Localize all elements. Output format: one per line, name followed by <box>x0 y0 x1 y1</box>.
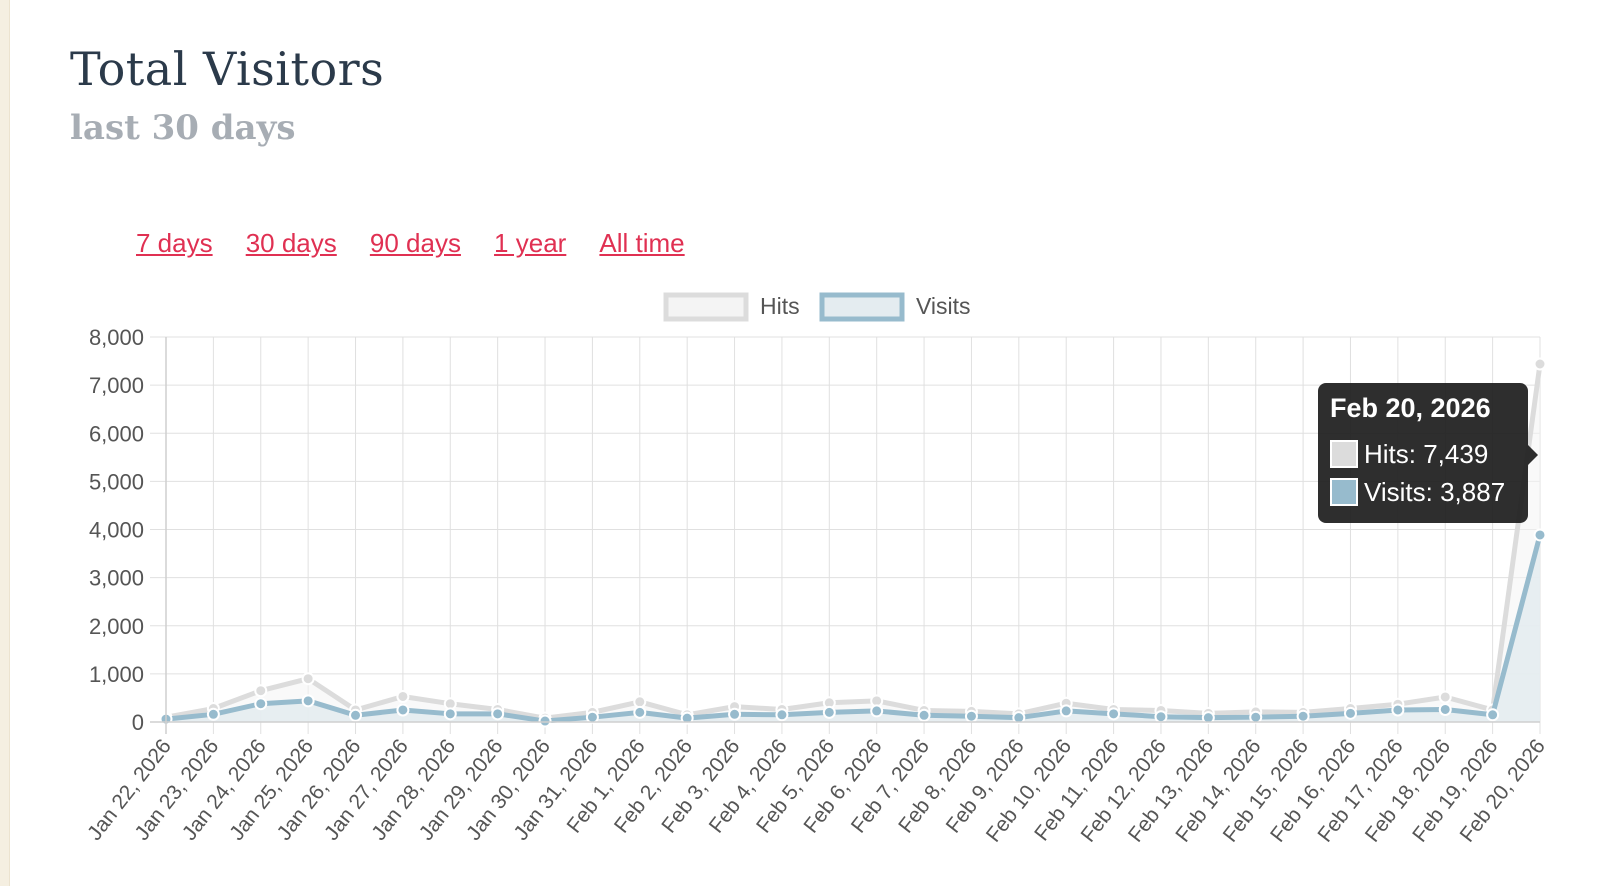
visits-point <box>633 705 647 719</box>
visits-point <box>1438 702 1452 716</box>
visits-point <box>964 709 978 723</box>
hits-point <box>1438 690 1452 704</box>
y-tick-label: 8,000 <box>89 325 144 350</box>
page-subtitle: last 30 days <box>70 108 296 148</box>
visits-point <box>254 697 268 711</box>
hits-line <box>165 363 1543 721</box>
legend-hits-label: Hits <box>760 293 800 319</box>
visits-point <box>775 708 789 722</box>
visits-point <box>443 707 457 721</box>
visits-point <box>1486 708 1500 722</box>
visits-point <box>1201 711 1215 725</box>
hits-swatch <box>1330 440 1358 468</box>
y-tick-label: 5,000 <box>89 469 144 494</box>
y-tick-label: 6,000 <box>89 421 144 446</box>
y-tick-label: 2,000 <box>89 614 144 639</box>
legend-visits-swatch <box>819 292 905 322</box>
visits-line <box>165 534 1543 724</box>
legend-visits-label: Visits <box>916 293 971 319</box>
chart-series <box>159 357 1547 728</box>
hits-point <box>1533 357 1547 371</box>
tooltip-visits-value: Visits: 3,887 <box>1364 477 1506 507</box>
visits-point <box>206 707 220 721</box>
tooltip-visits-row: Visits: 3,887 <box>1330 477 1505 508</box>
hits-area <box>166 363 1540 722</box>
chart-tooltip: Feb 20, 2026 Hits: 7,439 Visits: 3,887 <box>1318 383 1538 523</box>
tooltip-title: Feb 20, 2026 <box>1330 393 1491 423</box>
tooltip-hits-row: Hits: 7,439 <box>1330 439 1488 470</box>
visits-point <box>1533 528 1547 542</box>
hits-point <box>633 695 647 709</box>
range-link-1-year[interactable]: 1 year <box>494 228 567 258</box>
tooltip-hits-value: Hits: 7,439 <box>1364 439 1489 469</box>
hits-point <box>254 684 268 698</box>
visits-point <box>538 714 552 728</box>
visits-point <box>349 708 363 722</box>
range-link-30-days[interactable]: 30 days <box>245 228 337 258</box>
visits-point <box>680 711 694 725</box>
visits-point <box>1154 710 1168 724</box>
y-tick-label: 0 <box>132 710 144 735</box>
page-title: Total Visitors <box>70 42 385 96</box>
hits-point <box>301 672 315 686</box>
visits-point <box>396 703 410 717</box>
visits-point <box>301 694 315 708</box>
visits-point <box>1012 711 1026 725</box>
visits-point <box>728 707 742 721</box>
y-tick-label: 3,000 <box>89 566 144 591</box>
visits-swatch <box>1330 478 1358 506</box>
range-selector: 7 days 30 days 90 days 1 year All time <box>136 228 713 259</box>
range-link-90-days[interactable]: 90 days <box>369 228 461 258</box>
visits-point <box>491 707 505 721</box>
visits-point <box>1296 709 1310 723</box>
visits-point <box>1059 704 1073 718</box>
visits-point <box>822 705 836 719</box>
range-link-7-days[interactable]: 7 days <box>136 228 213 258</box>
visits-point <box>870 704 884 718</box>
range-link-all-time[interactable]: All time <box>599 228 685 258</box>
visits-point <box>1107 707 1121 721</box>
visits-point <box>1343 706 1357 720</box>
legend-hits-swatch <box>663 292 749 322</box>
y-tick-label: 7,000 <box>89 373 144 398</box>
visits-point <box>917 708 931 722</box>
page-left-border <box>0 0 10 886</box>
chart-legend: Hits Visits <box>663 292 971 322</box>
visits-point <box>1391 703 1405 717</box>
y-tick-label: 4,000 <box>89 518 144 543</box>
visits-point <box>1249 710 1263 724</box>
y-tick-label: 1,000 <box>89 662 144 687</box>
hits-point <box>396 689 410 703</box>
visits-area <box>166 534 1540 722</box>
visits-point <box>585 710 599 724</box>
